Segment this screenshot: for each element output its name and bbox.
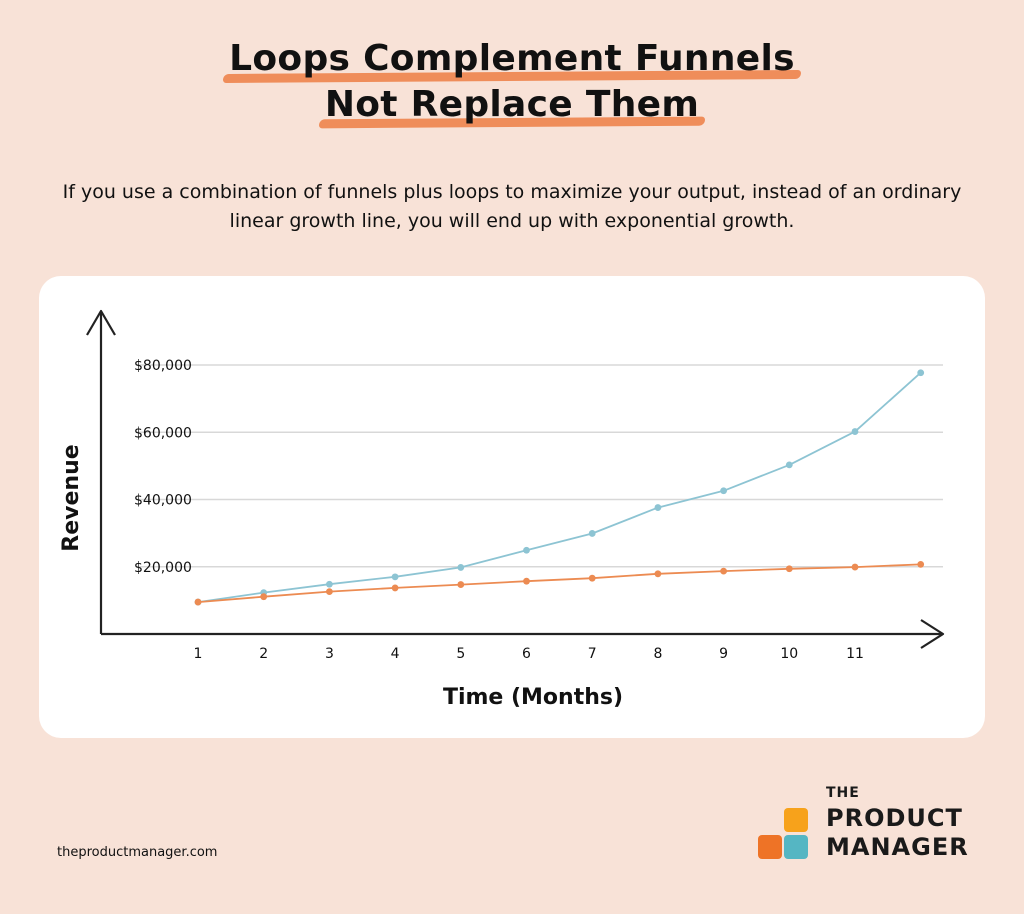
series-2-point	[785, 565, 793, 573]
series-line-2	[197, 563, 921, 603]
series-2-point	[457, 581, 465, 588]
series-1-point	[851, 428, 859, 435]
x-tick-label: 1	[194, 646, 203, 662]
series-2-point	[523, 577, 530, 585]
series-2-point	[391, 584, 399, 592]
subtitle: If you use a combination of funnels plus…	[62, 181, 962, 232]
y-axis-arrow	[86, 309, 116, 336]
y-tick-label: $60,000	[134, 425, 192, 441]
x-tick-label: 7	[588, 646, 597, 662]
x-tick-label: 5	[456, 646, 465, 662]
series-2-point	[917, 560, 925, 568]
footer-url: theproductmanager.com	[57, 845, 218, 860]
title-line-1: Loops Complement Funnels	[223, 36, 801, 84]
series-1-point	[523, 546, 530, 554]
chart-card: $20,000 $40,000 $60,000 $80,000 1 2 3 4 5 6 7 8 9 10 1…	[39, 276, 985, 738]
brand-wordmark: THE PRODUCT MANAGER	[826, 786, 969, 864]
x-tick-label: 6	[522, 646, 531, 662]
y-axis-title: Revenue	[59, 444, 84, 551]
x-tick-label: 9	[719, 646, 728, 662]
x-tick-label: 8	[653, 646, 662, 662]
series-1-point	[654, 504, 662, 511]
y-tick-label: $80,000	[134, 358, 192, 374]
title-line-2: Not Replace Them	[318, 82, 706, 129]
series-2-point	[588, 574, 596, 582]
x-tick-label: 10	[780, 646, 798, 662]
series-2-point	[260, 593, 268, 601]
title-block: Loops Complement Funnels Not Replace The…	[0, 36, 1024, 129]
series-2-point	[326, 588, 333, 596]
series-1-point	[917, 369, 925, 377]
brand-product: PRODUCT	[826, 804, 963, 832]
brand-manager: MANAGER	[826, 833, 969, 861]
x-tick-label: 2	[259, 646, 268, 662]
brand-logo: THE PRODUCT MANAGER	[758, 786, 988, 866]
series-2-point	[194, 598, 202, 606]
series-line-1	[197, 372, 922, 603]
series-1-point	[785, 461, 793, 469]
line-chart: $20,000 $40,000 $60,000 $80,000 1 2 3 4 5 6 7 8 9 10 1…	[59, 309, 945, 710]
x-tick-label: 11	[846, 646, 864, 662]
series-2-point	[720, 567, 727, 575]
series-1-point	[326, 580, 333, 588]
brand-the: THE	[826, 785, 860, 801]
series-2-point	[654, 570, 662, 578]
x-axis-title: Time (Months)	[443, 685, 623, 710]
y-tick-label: $40,000	[134, 493, 192, 509]
series-1-point	[391, 573, 399, 581]
brand-squares-icon	[758, 808, 808, 859]
x-tick-label: 3	[325, 646, 334, 662]
series-1-point	[588, 530, 596, 537]
series-2-point	[851, 563, 859, 571]
x-tick-label: 4	[391, 646, 400, 662]
x-axis-arrow	[920, 619, 945, 649]
y-tick-label: $20,000	[134, 560, 192, 576]
series-1-point	[720, 487, 727, 495]
series-1-point	[457, 564, 465, 571]
